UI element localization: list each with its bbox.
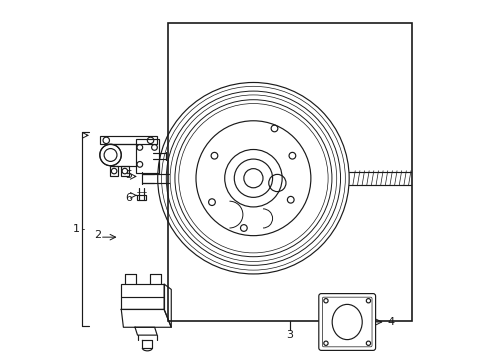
Text: 1: 1 bbox=[73, 224, 80, 234]
Text: 3: 3 bbox=[286, 330, 293, 341]
Bar bbox=[167, 23, 411, 321]
Circle shape bbox=[100, 144, 121, 166]
Bar bbox=[100, 136, 157, 144]
Text: 5: 5 bbox=[125, 170, 132, 180]
Bar bbox=[121, 284, 164, 309]
Bar bbox=[135, 139, 159, 173]
Text: 4: 4 bbox=[386, 317, 394, 327]
Bar bbox=[137, 195, 145, 200]
Text: 6: 6 bbox=[125, 193, 132, 203]
FancyBboxPatch shape bbox=[318, 294, 375, 350]
Text: 2: 2 bbox=[94, 230, 102, 240]
Bar bbox=[121, 166, 128, 176]
Bar bbox=[110, 166, 118, 176]
